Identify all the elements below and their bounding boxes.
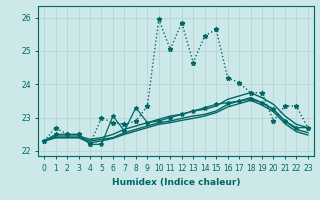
X-axis label: Humidex (Indice chaleur): Humidex (Indice chaleur): [112, 178, 240, 187]
